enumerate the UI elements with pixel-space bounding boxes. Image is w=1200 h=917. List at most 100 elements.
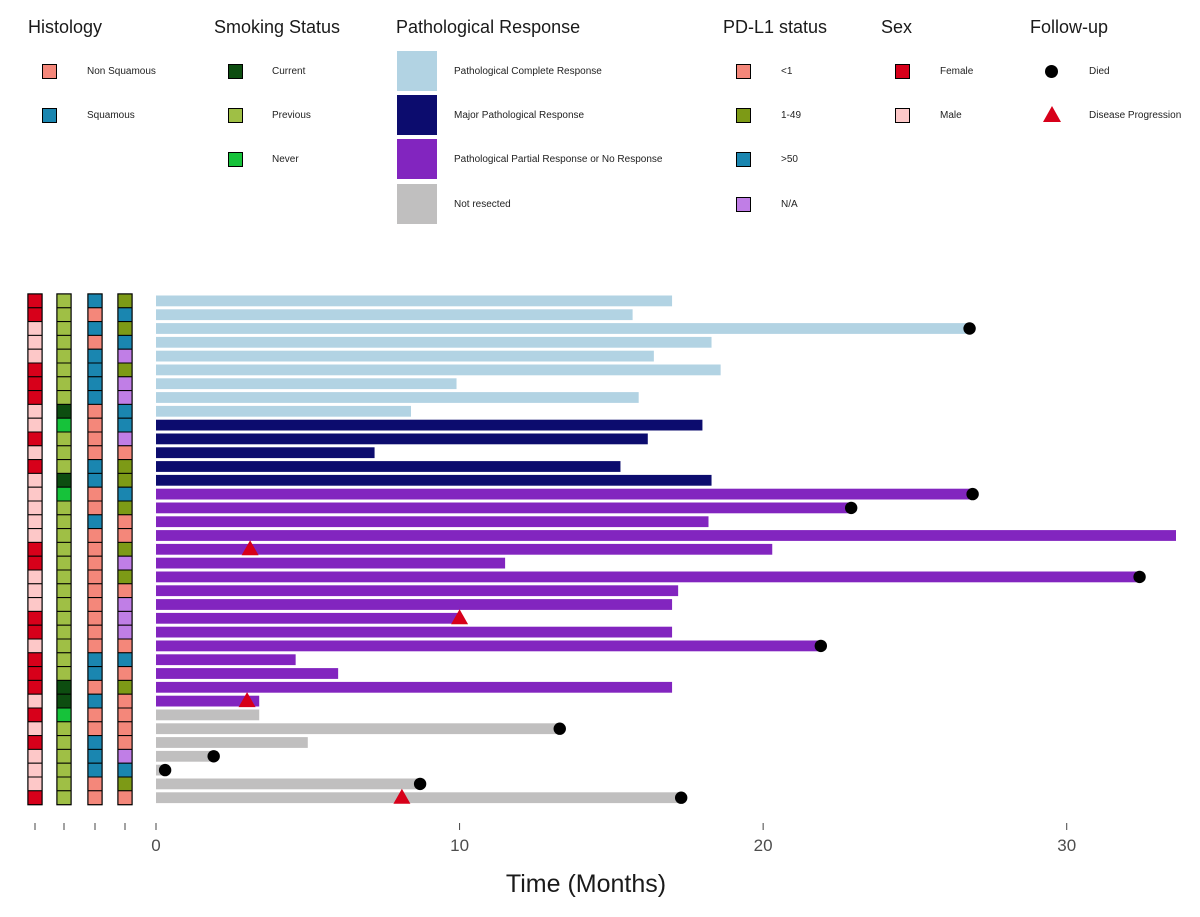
smoking-tile	[56, 693, 72, 709]
sex-tile	[27, 431, 43, 447]
pdl1-tile	[117, 735, 133, 750]
progression-marker	[241, 540, 259, 556]
sex-tile	[27, 624, 43, 640]
pdl1-tile	[117, 417, 133, 433]
legend-title-response: Pathological Response	[396, 17, 581, 37]
patient-bar	[156, 488, 973, 500]
legend-item: Male	[940, 105, 962, 125]
histology-tile	[87, 403, 103, 419]
histology-tile	[87, 307, 103, 323]
legend-item: Died	[1089, 61, 1110, 81]
smoking-tile	[56, 528, 72, 543]
histology-tile	[87, 707, 103, 723]
smoking-tile	[56, 735, 72, 750]
smoking-tile	[56, 321, 72, 336]
sex-tile	[27, 610, 43, 626]
histology-tile	[87, 514, 103, 530]
legend-swatch	[42, 64, 57, 79]
sex-tile	[27, 638, 43, 654]
smoking-tile	[56, 569, 72, 585]
legend: Histology Non Squamous Squamous Smoking Sta…	[0, 0, 1200, 240]
legend-item: Not resected	[454, 194, 511, 214]
patient-bar	[156, 654, 296, 666]
sex-tile	[27, 762, 43, 778]
progression-marker	[451, 609, 469, 625]
legend-item: Pathological Partial Response or No Resp…	[454, 149, 662, 169]
sex-tile	[27, 652, 43, 668]
legend-swatch	[895, 64, 910, 79]
smoking-tile	[56, 790, 72, 806]
patient-bar	[156, 419, 703, 431]
pdl1-tile	[117, 776, 133, 792]
patient-bar	[156, 516, 709, 528]
smoking-tile	[56, 748, 72, 764]
sex-tile	[27, 459, 43, 474]
pdl1-tile	[117, 390, 133, 405]
smoking-tile	[56, 334, 72, 350]
histology-tile	[87, 693, 103, 709]
smoking-tile	[56, 376, 72, 392]
sex-tile	[27, 417, 43, 433]
died-marker	[966, 487, 979, 501]
died-marker	[963, 322, 976, 335]
legend-label: Major Pathological Response	[454, 109, 585, 121]
legend-swatch	[736, 197, 751, 212]
legend-swatch	[228, 64, 243, 79]
patient-bar	[156, 723, 560, 735]
died-marker	[1133, 570, 1146, 584]
legend-label: Died	[1089, 65, 1110, 77]
histology-tile	[87, 472, 103, 488]
smoking-tile	[56, 431, 72, 447]
histology-tile	[87, 334, 103, 350]
smoking-tile	[56, 679, 72, 695]
died-marker	[553, 722, 566, 735]
sex-tile	[27, 748, 43, 764]
histology-tile	[87, 652, 103, 668]
smoking-tile	[56, 514, 72, 530]
sex-tile	[27, 390, 43, 405]
x-tick-label: 20	[754, 836, 773, 855]
histology-tile	[87, 762, 103, 778]
pdl1-tile	[117, 569, 133, 585]
legend-item: Female	[940, 61, 973, 81]
sex-tile	[27, 307, 43, 323]
sex-tile	[27, 445, 43, 461]
sex-tile	[27, 528, 43, 543]
sex-tile	[27, 597, 43, 612]
pdl1-tile	[117, 445, 133, 461]
sex-tile	[27, 776, 43, 792]
patient-bar	[156, 709, 260, 721]
patient-bar	[156, 612, 460, 624]
smoking-tile	[56, 445, 72, 461]
sex-tile	[27, 679, 43, 695]
sex-tile	[27, 486, 43, 502]
smoking-tile	[56, 390, 72, 405]
smoking-tile	[56, 583, 72, 599]
smoking-tile	[56, 555, 72, 571]
pdl1-tile	[117, 624, 133, 640]
histology-tile	[87, 735, 103, 750]
legend-label: Non Squamous	[87, 65, 156, 77]
legend-label: Pathological Partial Response or No Resp…	[454, 153, 663, 165]
patient-bar	[156, 792, 682, 804]
pdl1-tile	[117, 514, 133, 530]
died-marker	[158, 763, 172, 777]
sex-tile	[27, 500, 43, 516]
histology-tile	[87, 666, 103, 681]
pdl1-tile	[117, 348, 133, 364]
sex-tile	[27, 569, 43, 585]
legend-item: >50	[781, 149, 798, 169]
patient-bar	[156, 350, 654, 362]
sex-tile	[27, 721, 43, 737]
pdl1-tile	[117, 721, 133, 737]
x-tick-label: 30	[1057, 836, 1076, 855]
pdl1-tile	[117, 362, 133, 378]
legend-item: Never	[272, 149, 299, 169]
pdl1-tile	[117, 597, 133, 612]
pdl1-tile	[117, 652, 133, 668]
patient-bar	[156, 295, 673, 307]
patient-bar	[156, 626, 673, 638]
legend-swatch	[736, 108, 751, 123]
smoking-tile	[56, 652, 72, 668]
histology-tile	[87, 638, 103, 654]
